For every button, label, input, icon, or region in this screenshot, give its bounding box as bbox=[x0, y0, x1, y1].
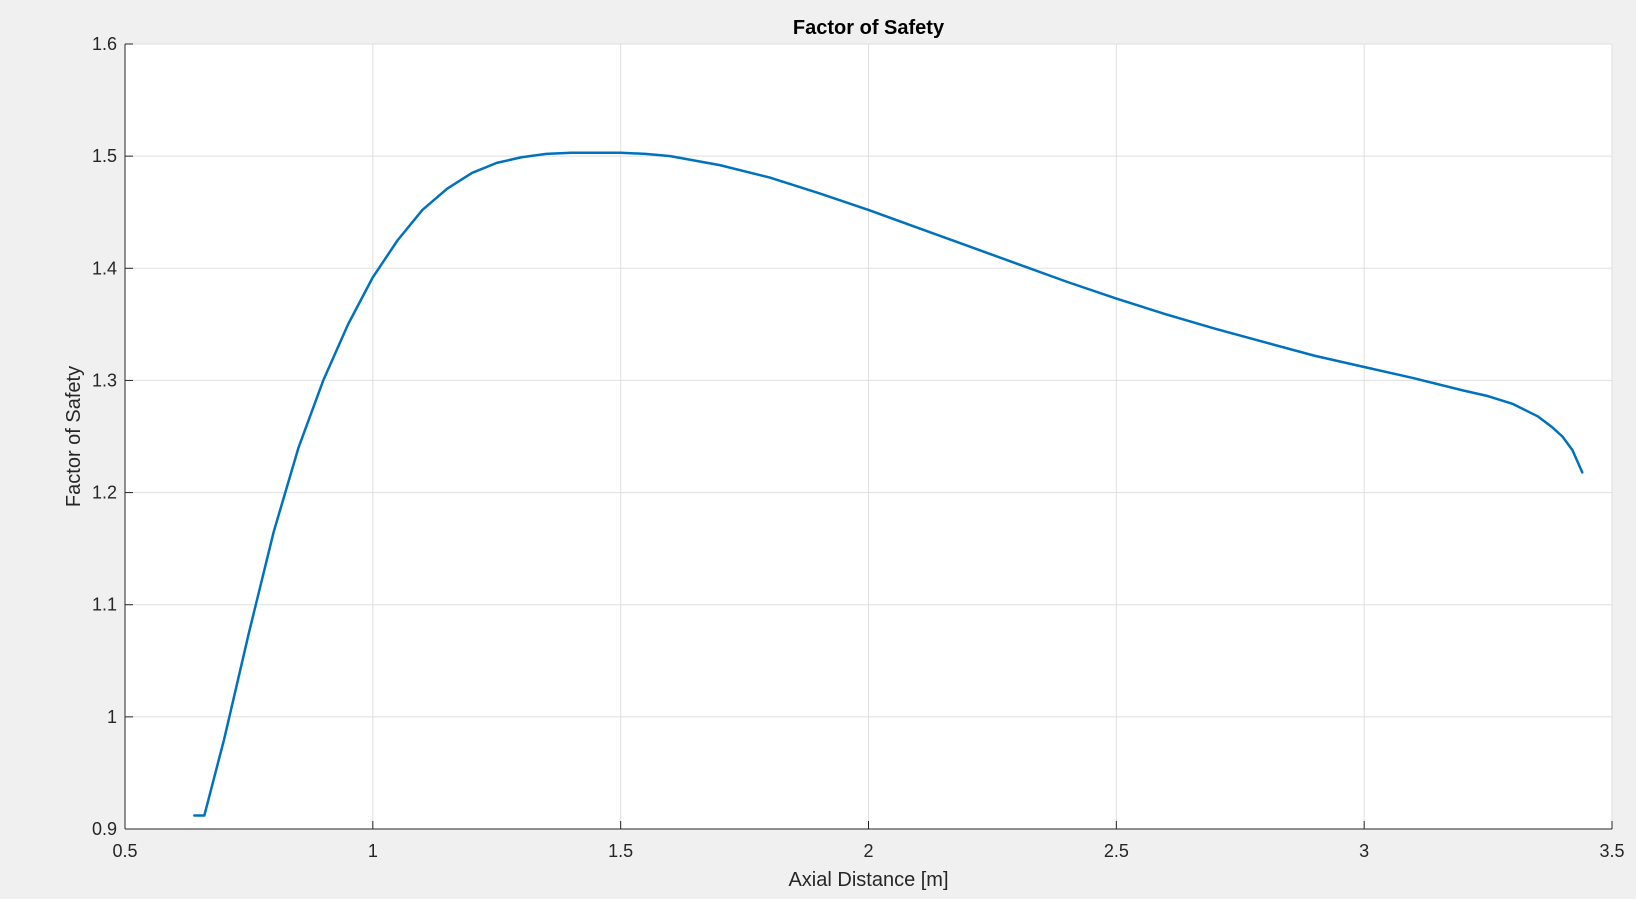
x-tick-label: 1 bbox=[368, 841, 378, 861]
y-tick-label: 0.9 bbox=[92, 819, 117, 839]
y-tick-label: 1 bbox=[107, 707, 117, 727]
x-tick-label: 3.5 bbox=[1599, 841, 1624, 861]
x-tick-label: 0.5 bbox=[112, 841, 137, 861]
x-tick-label: 1.5 bbox=[608, 841, 633, 861]
y-tick-label: 1.3 bbox=[92, 370, 117, 390]
x-axis-label: Axial Distance [m] bbox=[788, 869, 948, 891]
y-tick-label: 1.6 bbox=[92, 34, 117, 54]
grid bbox=[125, 44, 1612, 829]
y-tick-label: 1.5 bbox=[92, 146, 117, 166]
y-tick-label: 1.4 bbox=[92, 258, 117, 278]
y-axis-ticks: 0.9 1 1.1 1.2 1.3 1.4 1.5 1.6 bbox=[92, 34, 133, 839]
x-tick-label: 2.5 bbox=[1104, 841, 1129, 861]
data-line bbox=[193, 151, 1584, 817]
x-tick-label: 3 bbox=[1359, 841, 1369, 861]
chart-title: Factor of Safety bbox=[793, 17, 945, 39]
y-axis-label: Factor of Safety bbox=[63, 366, 85, 507]
y-tick-label: 1.1 bbox=[92, 595, 117, 615]
plot-series bbox=[193, 151, 1584, 817]
x-tick-label: 2 bbox=[863, 841, 873, 861]
y-tick-label: 1.2 bbox=[92, 483, 117, 503]
x-axis-ticks: 0.5 1 1.5 2 2.5 3 3.5 bbox=[112, 821, 1625, 861]
